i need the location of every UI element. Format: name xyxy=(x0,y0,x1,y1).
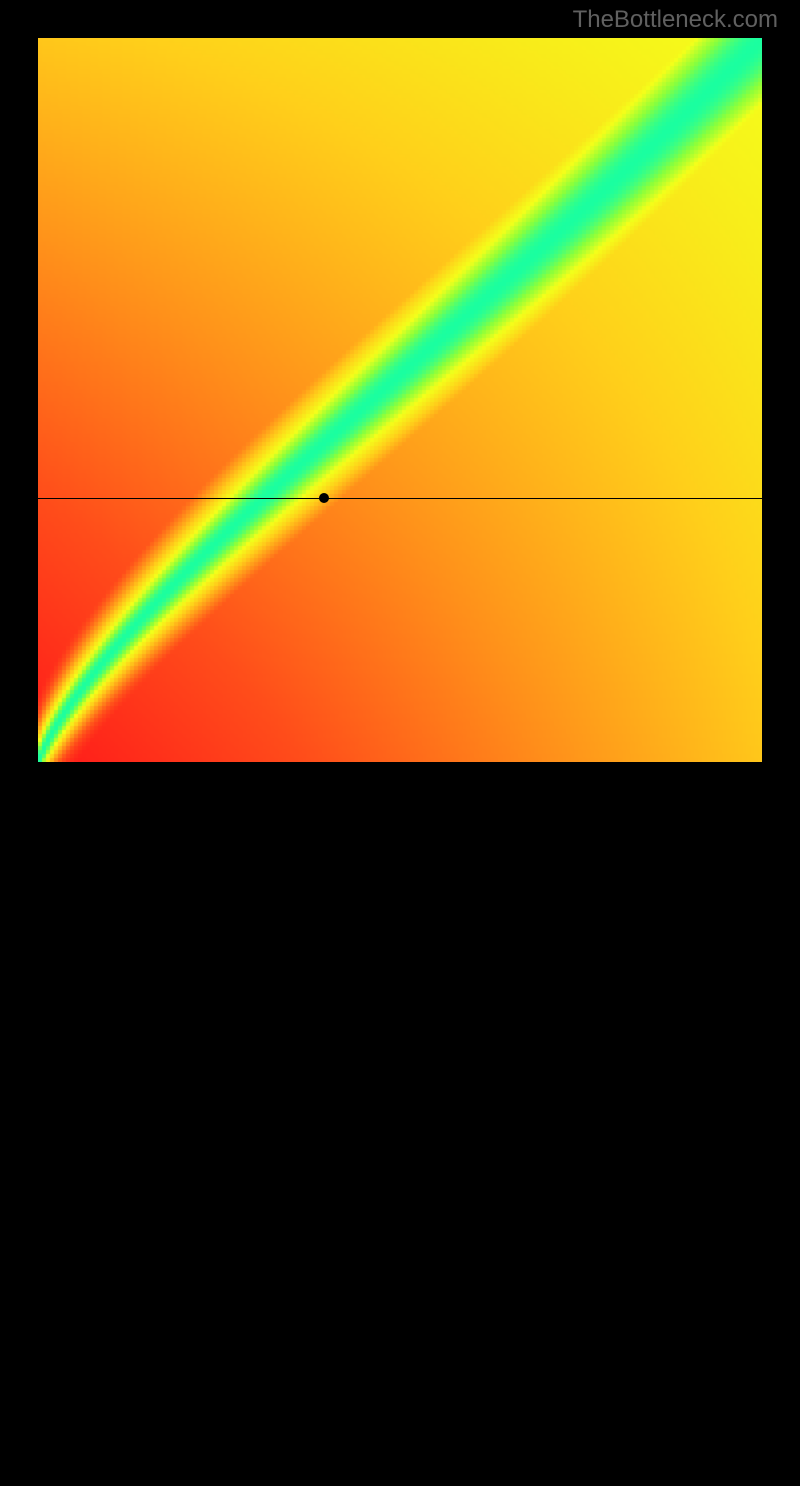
crosshair-marker[interactable] xyxy=(319,493,329,503)
watermark-text: TheBottleneck.com xyxy=(573,6,778,34)
heatmap-plot xyxy=(38,38,762,762)
crosshair-vertical xyxy=(324,762,325,1486)
heatmap-canvas xyxy=(38,38,762,762)
crosshair-horizontal xyxy=(38,498,762,499)
